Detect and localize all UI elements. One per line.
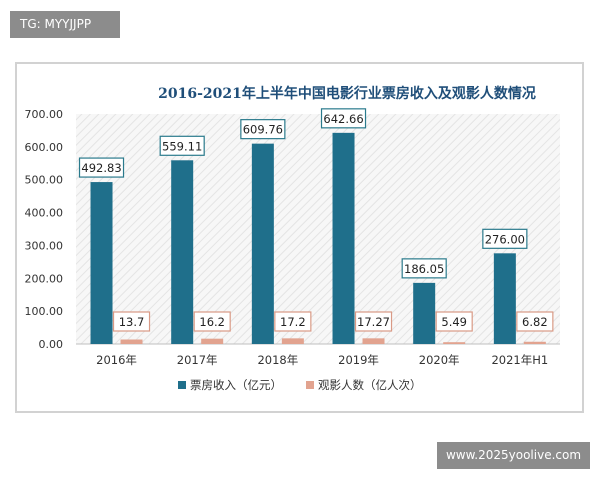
bar-box-office (413, 282, 436, 344)
data-label-box (193, 311, 231, 332)
bar-audience (362, 338, 385, 344)
y-tick-label: 500.00 (25, 174, 64, 187)
data-label-box (78, 157, 125, 178)
data-label-box (516, 311, 554, 332)
bar-box-office (171, 160, 194, 344)
bar-box-office (251, 143, 274, 344)
data-label-box (482, 228, 528, 249)
data-label-box (320, 108, 367, 129)
data-label-box-office: 186.05 (404, 262, 444, 276)
legend-swatch-audience (306, 381, 314, 389)
data-label-box (112, 311, 151, 332)
bar-audience (523, 341, 546, 344)
bar-box-office (493, 253, 516, 344)
x-tick-label: 2020年 (419, 353, 460, 367)
y-tick-label: 400.00 (25, 207, 64, 220)
bar-audience (443, 342, 466, 344)
data-label-audience: 13.7 (119, 315, 145, 329)
data-label-box-office: 276.00 (485, 232, 525, 246)
data-label-audience: 5.49 (441, 315, 467, 329)
x-tick-label: 2021年H1 (491, 353, 548, 367)
bar-box-office (90, 182, 113, 344)
data-label-box (159, 135, 205, 156)
legend-swatch-box-office (178, 381, 186, 389)
y-tick-label: 200.00 (25, 272, 64, 285)
data-label-box (354, 311, 393, 332)
plot-area (76, 114, 560, 344)
data-label-audience: 6.82 (522, 315, 548, 329)
y-tick-label: 0.00 (39, 338, 64, 351)
data-label-box (401, 258, 447, 279)
x-tick-label: 2019年 (338, 353, 379, 367)
data-label-box (240, 119, 286, 140)
bar-box-office (332, 132, 355, 344)
data-label-box-office: 642.66 (323, 112, 363, 126)
data-label-box (274, 311, 312, 332)
data-label-box-office: 492.83 (81, 161, 121, 175)
bar-audience (201, 338, 224, 344)
x-tick-label: 2017年 (177, 353, 218, 367)
y-tick-label: 700.00 (25, 108, 64, 121)
y-tick-label: 300.00 (25, 239, 64, 252)
data-label-audience: 16.2 (199, 315, 225, 329)
legend-label-box-office: 票房收入（亿元） (190, 378, 282, 392)
bar-audience (120, 339, 143, 344)
data-label-box-office: 559.11 (162, 139, 202, 153)
data-label-audience: 17.27 (357, 315, 390, 329)
data-label-box (435, 311, 473, 332)
legend-label-audience: 观影人数（亿人次） (318, 378, 422, 392)
chart-title: 2016-2021年上半年中国电影行业票房收入及观影人数情况 (158, 85, 536, 102)
data-label-box-office: 609.76 (243, 123, 283, 137)
y-tick-label: 100.00 (25, 305, 64, 318)
bar-audience (281, 338, 304, 344)
y-tick-label: 600.00 (25, 141, 64, 154)
x-tick-label: 2018年 (257, 353, 298, 367)
watermark-bottom: www.2025yoolive.com (437, 442, 590, 469)
watermark-top: TG: MYYJJPP (10, 11, 120, 38)
x-tick-label: 2016年 (96, 353, 137, 367)
data-label-audience: 17.2 (280, 315, 306, 329)
